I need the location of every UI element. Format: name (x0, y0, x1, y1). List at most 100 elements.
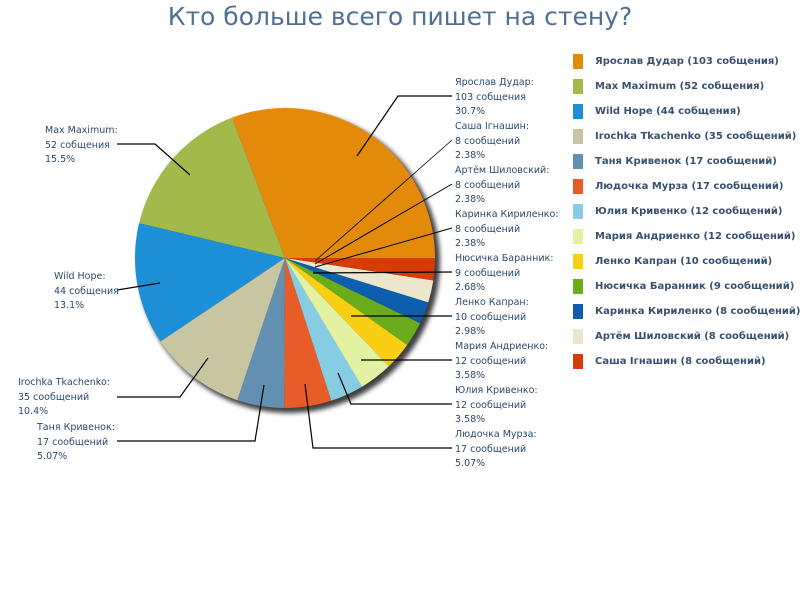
label-name: Нюсичка Баранник: (455, 253, 554, 264)
legend-item-tanya[interactable]: Таня Кривенок (17 сообщений) (573, 152, 777, 170)
legend-swatch (573, 178, 583, 194)
legend-label: Ярослав Дудар (103 собщения) (595, 55, 779, 67)
slice-label-artem: Артём Шиловский: 8 сообщений 2.38% (455, 164, 549, 208)
legend-label: Ленко Капран (10 сообщений) (595, 255, 773, 267)
legend-swatch (573, 53, 583, 69)
label-count: 12 сообщений (455, 399, 527, 411)
leader-line-tanya (117, 384, 265, 442)
label-name: Irochka Tkachenko: (18, 377, 110, 388)
label-name: Юлия Кривенко: (455, 385, 538, 396)
chart-title: Кто больше всего пишет на стену? (167, 2, 633, 31)
legend-swatch (573, 353, 583, 369)
label-count: 8 сообщений (455, 223, 521, 235)
leader-line-max (117, 143, 191, 176)
pie-slice[interactable] (285, 258, 408, 367)
legend-item-lyudochka[interactable]: Людочка Мурза (17 сообщений) (573, 177, 783, 195)
label-count: 17 сообщений (37, 436, 109, 448)
legend-label: Irochka Tkachenko (35 сообщений) (595, 130, 797, 142)
legend-item-irochka[interactable]: Irochka Tkachenko (35 сообщений) (573, 127, 796, 145)
label-percent: 10.4% (18, 406, 49, 417)
pie-slice[interactable] (285, 258, 389, 387)
legend-swatch (573, 153, 583, 169)
label-name: Ярослав Дудар: (455, 77, 534, 88)
legend-swatch (573, 128, 583, 144)
label-count: 35 сообщений (18, 391, 90, 403)
slice-label-max: Max Maximum: 52 собщения 15.5% (45, 124, 118, 168)
slice-label-sasha: Саша Ігнашин: 8 сообщений 2.38% (455, 120, 529, 164)
legend-item-karinka[interactable]: Каринка Кириленко (8 сообщений) (573, 302, 800, 320)
label-percent: 5.07% (455, 458, 486, 469)
legend-label: Людочка Мурза (17 сообщений) (595, 180, 784, 192)
leader-line-sasha (314, 139, 453, 262)
leader-line-karinka (314, 227, 453, 268)
legend-swatch (573, 103, 583, 119)
label-percent: 2.98% (455, 326, 486, 337)
pie-slice[interactable] (284, 258, 332, 409)
pie-slice[interactable] (285, 258, 435, 281)
label-name: Артём Шиловский: (455, 165, 550, 176)
legend-item-sasha[interactable]: Саша Ігнашин (8 сообщений) (573, 352, 766, 370)
legend-swatch (573, 278, 583, 294)
legend-item-nyusichka[interactable]: Нюсичка Баранник (9 сообщений) (573, 277, 794, 295)
pie-slice[interactable] (232, 107, 435, 259)
leader-line-wildhope (116, 282, 161, 291)
leader-line-artem (314, 183, 453, 265)
label-percent: 2.68% (455, 282, 486, 293)
slice-label-wildhope: Wild Hope: 44 собщения 13.1% (54, 270, 119, 314)
leader-line-irochka (117, 357, 209, 398)
label-count: 52 собщения (45, 139, 110, 151)
label-percent: 2.38% (455, 194, 486, 205)
legend-label: Каринка Кириленко (8 сообщений) (595, 305, 800, 317)
label-count: 8 сообщений (455, 179, 521, 191)
pie-slice[interactable] (134, 223, 285, 342)
label-name: Max Maximum: (45, 125, 118, 136)
label-name: Ленко Капран: (455, 297, 529, 308)
slice-label-irochka: Irochka Tkachenko: 35 сообщений 10.4% (18, 376, 110, 420)
legend-item-max[interactable]: Max Maximum (52 собщения) (573, 77, 764, 95)
label-count: 12 сообщений (455, 355, 527, 367)
label-percent: 30.7% (455, 106, 486, 117)
slice-label-yuliya: Юлия Кривенко: 12 сообщений 3.58% (455, 384, 538, 428)
pie-slice[interactable] (139, 117, 285, 258)
legend-label: Мария Андриенко (12 сообщений) (595, 230, 796, 242)
legend-item-mariya[interactable]: Мария Андриенко (12 сообщений) (573, 227, 795, 245)
legend-item-artem[interactable]: Артём Шиловский (8 сообщений) (573, 327, 789, 345)
pie-slice[interactable] (285, 258, 429, 324)
label-name: Саша Ігнашин: (455, 121, 530, 132)
legend-swatch (573, 78, 583, 94)
legend-swatch (573, 328, 583, 344)
label-percent: 13.1% (54, 300, 85, 311)
label-name: Каринка Кириленко: (455, 209, 559, 220)
legend-swatch (573, 228, 583, 244)
legend-label: Wild Hope (44 собщения) (595, 105, 741, 117)
legend-item-wildhope[interactable]: Wild Hope (44 собщения) (573, 102, 741, 120)
slice-label-nyusichka: Нюсичка Баранник: 9 сообщений 2.68% (455, 252, 553, 296)
label-name: Людочка Мурза: (455, 429, 537, 440)
label-count: 17 сообщений (455, 443, 527, 455)
slice-label-karinka: Каринка Кириленко: 8 сообщений 2.38% (455, 208, 559, 252)
legend-label: Артём Шиловский (8 сообщений) (595, 330, 790, 342)
label-percent: 15.5% (45, 154, 76, 165)
legend-label: Таня Кривенок (17 сообщений) (595, 155, 777, 167)
pie-slice[interactable] (160, 258, 285, 401)
label-name: Таня Кривенок: (37, 422, 115, 433)
label-percent: 3.58% (455, 414, 486, 425)
legend-swatch (573, 303, 583, 319)
legend-label: Нюсичка Баранник (9 сообщений) (595, 280, 795, 292)
label-percent: 5.07% (37, 451, 68, 462)
legend-item-yuliya[interactable]: Юлия Кривенко (12 сообщений) (573, 202, 782, 220)
label-percent: 2.38% (455, 150, 486, 161)
legend-swatch (573, 253, 583, 269)
pie-slices (134, 107, 435, 409)
legend-label: Саша Ігнашин (8 сообщений) (595, 355, 766, 367)
legend-item-yaroslav[interactable]: Ярослав Дудар (103 собщения) (573, 52, 779, 70)
label-count: 9 сообщений (455, 267, 521, 279)
pie-slice[interactable] (285, 258, 434, 303)
label-percent: 3.58% (455, 370, 486, 381)
legend-item-lenko[interactable]: Ленко Капран (10 сообщений) (573, 252, 772, 270)
label-count: 8 сообщений (455, 135, 521, 147)
pie-slice[interactable] (285, 258, 363, 401)
pie-slice[interactable] (285, 258, 421, 346)
pie-slice[interactable] (237, 258, 285, 408)
